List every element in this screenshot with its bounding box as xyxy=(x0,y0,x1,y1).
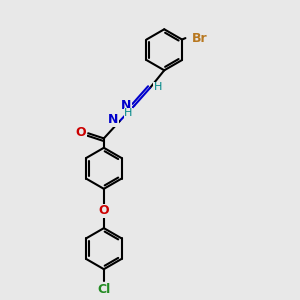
Text: N: N xyxy=(108,113,118,126)
Text: N: N xyxy=(121,99,131,112)
Text: H: H xyxy=(124,108,133,118)
Text: O: O xyxy=(75,126,86,139)
Text: Br: Br xyxy=(192,32,207,45)
Text: H: H xyxy=(154,82,162,92)
Text: O: O xyxy=(98,205,109,218)
Text: Cl: Cl xyxy=(97,284,110,296)
